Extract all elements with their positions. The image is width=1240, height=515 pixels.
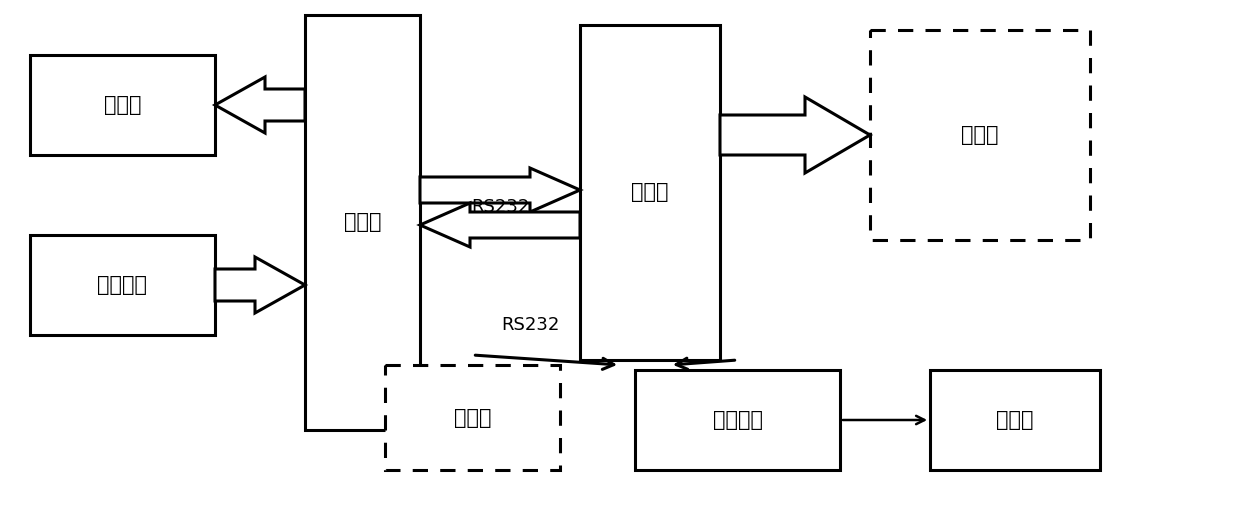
Polygon shape <box>420 168 580 212</box>
Bar <box>870 30 1090 240</box>
Text: 工业相机: 工业相机 <box>713 410 763 430</box>
Text: 指示灯: 指示灯 <box>996 410 1034 430</box>
Bar <box>30 235 215 335</box>
Bar <box>930 370 1100 470</box>
Text: 单片机: 单片机 <box>343 213 381 232</box>
Polygon shape <box>420 203 580 247</box>
Text: 继电器: 继电器 <box>104 95 141 115</box>
Bar <box>635 370 839 470</box>
Text: 扫码头: 扫码头 <box>454 407 491 427</box>
Text: 计算机: 计算机 <box>631 182 668 202</box>
Text: 服务器: 服务器 <box>961 125 998 145</box>
Bar <box>384 365 560 470</box>
Text: 行程开关: 行程开关 <box>98 275 148 295</box>
Polygon shape <box>720 97 870 173</box>
Text: RS232: RS232 <box>471 198 529 216</box>
Text: RS232: RS232 <box>501 316 559 334</box>
Polygon shape <box>215 77 305 133</box>
Polygon shape <box>215 257 305 313</box>
Bar <box>580 25 720 360</box>
Bar <box>30 55 215 155</box>
Bar <box>305 15 420 430</box>
